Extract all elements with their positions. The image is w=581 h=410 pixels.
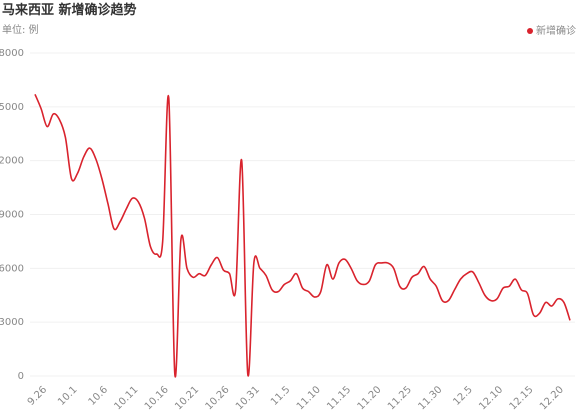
x-tick-label: 11.5 [269,384,293,408]
y-tick-label: 12000 [0,156,24,167]
x-tick-label: 11.30 [416,384,444,410]
x-tick-label: 12.10 [477,384,505,410]
x-tick-label: 10.16 [143,384,171,410]
y-tick-label: 18000 [0,48,24,59]
x-tick-label: 11.20 [356,384,384,410]
chart-title: 马来西亚 新增确诊趋势 [2,2,137,18]
x-tick-label: 11.25 [386,384,414,410]
x-tick-label: 11.15 [325,384,353,410]
chart-subtitle: 单位: 例 [2,23,39,36]
x-tick-label: 12.20 [538,384,566,410]
x-tick-label: 10.11 [112,384,140,410]
y-tick-label: 9000 [0,210,24,221]
x-tick-label: 10.26 [204,384,232,410]
x-tick-label: 9.26 [26,384,50,408]
x-tick-label: 11.10 [295,384,323,410]
y-tick-label: 3000 [0,317,24,328]
x-tick-label: 10.21 [173,384,201,410]
y-tick-label: 0 [18,371,24,382]
legend-marker [527,28,533,34]
x-tick-label: 10.31 [234,384,262,410]
y-tick-label: 15000 [0,102,24,113]
x-tick-label: 12.5 [451,384,475,408]
x-tick-label: 10.6 [87,384,111,408]
series-line [34,93,571,378]
x-tick-label: 10.1 [56,384,80,408]
legend-label: 新增确诊 [536,24,576,37]
y-tick-label: 6000 [0,263,24,274]
x-tick-label: 12.15 [508,384,536,410]
